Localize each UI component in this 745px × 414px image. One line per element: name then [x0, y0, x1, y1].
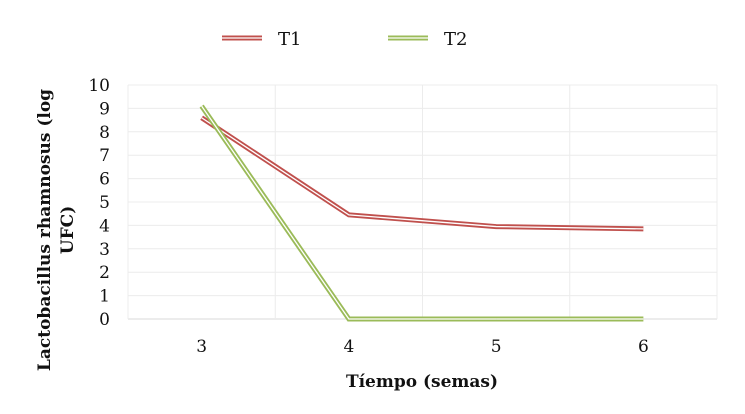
legend: T1 T2 — [222, 29, 467, 50]
legend-item-T1: T1 — [222, 29, 301, 50]
y-tick-label: 7 — [99, 146, 110, 166]
series-T2 — [199, 104, 644, 322]
y-axis-title-line-1: Lactobacillus rhamnosus (log — [35, 89, 55, 371]
x-tick-label: 3 — [196, 337, 207, 357]
x-axis-title: Tíempo (semas) — [346, 372, 498, 392]
gridlines — [127, 84, 718, 320]
legend-label: T2 — [444, 29, 467, 50]
y-tick-label: 9 — [99, 99, 110, 119]
legend-item-T2: T2 — [388, 29, 467, 50]
series-line-core-T2 — [201, 105, 644, 320]
y-tick-label: 2 — [99, 263, 110, 283]
y-tick-label: 6 — [99, 170, 110, 190]
x-tick-label: 4 — [343, 337, 354, 357]
y-tick-label: 10 — [88, 76, 110, 96]
legend-label: T1 — [278, 29, 301, 50]
series-line-core-T1 — [201, 117, 644, 230]
x-tick-label: 5 — [491, 337, 502, 357]
x-axis-ticks: 3 4 5 6 — [196, 337, 649, 357]
y-tick-label: 3 — [99, 240, 110, 260]
y-tick-label: 1 — [99, 287, 110, 307]
y-axis-title-line-2: UFC) — [58, 206, 78, 254]
x-tick-label: 6 — [638, 337, 649, 357]
y-tick-label: 0 — [99, 310, 110, 330]
y-tick-label: 4 — [99, 216, 110, 236]
y-axis-ticks: 0 1 2 3 4 5 6 7 8 9 10 — [88, 76, 110, 330]
series-layer — [199, 104, 644, 322]
y-tick-label: 8 — [99, 123, 110, 143]
series-T1 — [200, 115, 644, 232]
y-axis-title: Lactobacillus rhamnosus (log UFC) — [35, 89, 78, 371]
y-tick-label: 5 — [99, 193, 110, 213]
